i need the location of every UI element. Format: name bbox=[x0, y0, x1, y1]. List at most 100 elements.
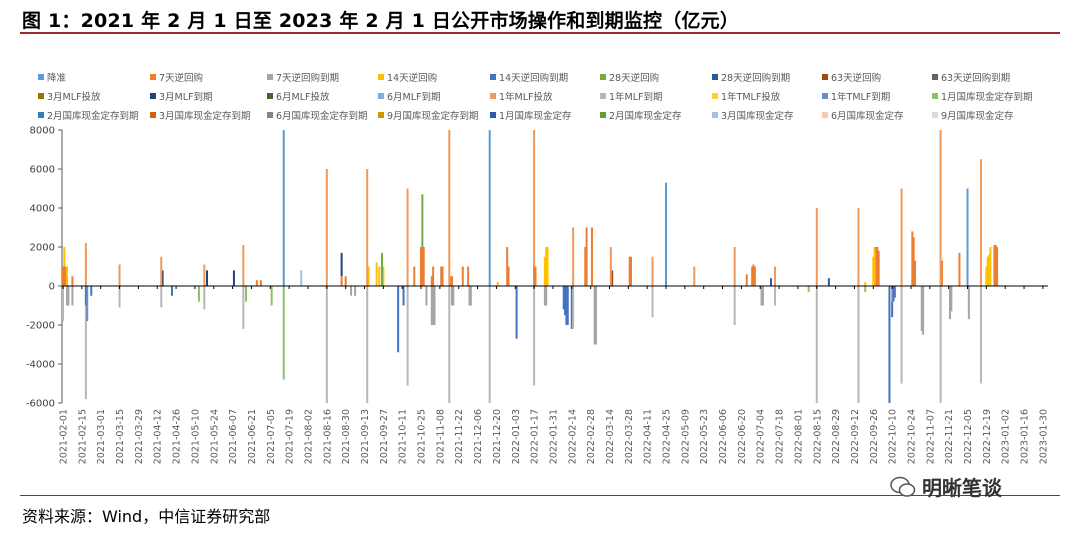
bar bbox=[67, 286, 70, 306]
legend-swatch bbox=[378, 112, 384, 118]
bar bbox=[366, 286, 369, 403]
legend-swatch bbox=[600, 93, 606, 99]
legend-label: 3月MLF到期 bbox=[159, 92, 213, 103]
legend-label: 1年MLF投放 bbox=[499, 92, 553, 103]
x-tick-label: 2021-08-30 bbox=[341, 409, 352, 464]
bar bbox=[595, 286, 598, 345]
bar bbox=[585, 227, 588, 286]
x-tick-label: 2022-02-14 bbox=[567, 409, 578, 464]
legend-label: 2月国库现金定存到期 bbox=[47, 111, 139, 122]
legend-swatch bbox=[150, 93, 156, 99]
legend-label: 1月国库现金定存到期 bbox=[941, 92, 1033, 103]
legend-label: 3月国库现金定存 bbox=[721, 111, 794, 122]
x-tick-label: 2022-08-29 bbox=[831, 409, 842, 464]
bar bbox=[325, 169, 328, 286]
legend-swatch bbox=[712, 93, 718, 99]
bar bbox=[340, 252, 343, 277]
bar bbox=[922, 286, 925, 335]
bar bbox=[630, 256, 633, 286]
legend-swatch bbox=[378, 93, 384, 99]
legend-item: 3月国库现金定存 bbox=[712, 108, 794, 122]
bar bbox=[543, 286, 546, 306]
bar bbox=[71, 286, 74, 306]
legend-label: 1年MLF到期 bbox=[609, 92, 663, 103]
x-tick-label: 2022-01-03 bbox=[511, 409, 522, 464]
x-tick-label: 2021-08-02 bbox=[303, 409, 314, 464]
y-tick-label: -6000 bbox=[26, 399, 55, 410]
x-tick-label: 2022-12-05 bbox=[963, 409, 974, 464]
bar bbox=[864, 282, 867, 286]
bar bbox=[914, 260, 917, 286]
x-tick-label: 2023-01-02 bbox=[1001, 409, 1012, 464]
legend-label: 7天逆回购 bbox=[159, 73, 204, 84]
legend-label: 28天逆回购 bbox=[609, 73, 660, 84]
bar bbox=[430, 276, 433, 286]
bar bbox=[64, 266, 67, 286]
x-tick-label: 2022-10-10 bbox=[888, 409, 899, 464]
bar bbox=[545, 247, 548, 286]
x-tick-label: 2021-02-01 bbox=[59, 409, 70, 464]
x-tick-label: 2021-05-24 bbox=[209, 409, 220, 464]
legend-item: 9月国库现金定存 bbox=[932, 108, 1014, 122]
source-note: 资料来源：Wind，中信证券研究部 bbox=[22, 507, 271, 526]
legend-swatch bbox=[932, 93, 938, 99]
x-tick-label: 2021-11-08 bbox=[435, 409, 446, 464]
legend-swatch bbox=[490, 74, 496, 80]
legend-label: 6月国库现金定存到期 bbox=[276, 111, 368, 122]
legend-swatch bbox=[38, 93, 44, 99]
legend-label: 1月国库现金定存 bbox=[499, 111, 572, 122]
bar bbox=[651, 256, 654, 286]
bar bbox=[203, 264, 206, 286]
bar bbox=[507, 266, 510, 286]
bar bbox=[488, 130, 491, 131]
title-divider bbox=[20, 32, 1060, 34]
bar bbox=[893, 286, 896, 298]
bar bbox=[448, 130, 451, 286]
bar bbox=[966, 188, 969, 286]
bar bbox=[432, 286, 435, 325]
x-tick-label: 2022-07-04 bbox=[756, 409, 767, 464]
bar bbox=[751, 266, 754, 286]
x-tick-label: 2022-06-06 bbox=[718, 409, 729, 464]
legend-item: 1年MLF到期 bbox=[600, 89, 663, 103]
x-tick-label: 2021-03-01 bbox=[96, 409, 107, 464]
bar bbox=[86, 286, 89, 322]
bar bbox=[366, 169, 369, 286]
legend-item: 14天逆回购 bbox=[378, 70, 437, 84]
bar bbox=[84, 243, 87, 286]
bar bbox=[367, 266, 370, 286]
x-tick-label: 2022-04-25 bbox=[662, 409, 673, 464]
y-tick-label: 4000 bbox=[30, 204, 55, 215]
bar bbox=[888, 286, 891, 403]
legend-label: 2月国库现金定存 bbox=[609, 111, 682, 122]
bar bbox=[874, 247, 877, 286]
bar bbox=[891, 286, 894, 302]
bar bbox=[611, 270, 614, 286]
bar bbox=[84, 286, 87, 306]
legend-swatch bbox=[712, 74, 718, 80]
bar bbox=[242, 245, 245, 286]
bar bbox=[693, 266, 696, 286]
chart-title: 图 1：2021 年 2 月 1 日至 2023 年 2 月 1 日公开市场操作… bbox=[22, 10, 740, 32]
y-tick-label: 2000 bbox=[30, 243, 55, 254]
bar bbox=[425, 286, 428, 306]
legend-swatch bbox=[267, 74, 273, 80]
bar bbox=[651, 286, 654, 318]
x-tick-label: 2022-05-23 bbox=[699, 409, 710, 464]
x-tick-label: 2021-06-07 bbox=[228, 409, 239, 464]
bar bbox=[939, 286, 942, 403]
bar bbox=[63, 247, 66, 267]
legend-label: 1年TMLF投放 bbox=[721, 92, 781, 103]
bar bbox=[270, 286, 273, 306]
bar bbox=[469, 286, 472, 306]
legend-swatch bbox=[822, 112, 828, 118]
bar bbox=[815, 286, 818, 403]
bar bbox=[566, 286, 569, 325]
y-tick-label: -2000 bbox=[26, 321, 55, 332]
bar bbox=[940, 260, 943, 286]
bar bbox=[161, 270, 164, 286]
bar bbox=[864, 286, 867, 292]
bar bbox=[171, 286, 174, 296]
x-tick-label: 2022-03-14 bbox=[605, 409, 616, 464]
bar bbox=[515, 286, 518, 339]
